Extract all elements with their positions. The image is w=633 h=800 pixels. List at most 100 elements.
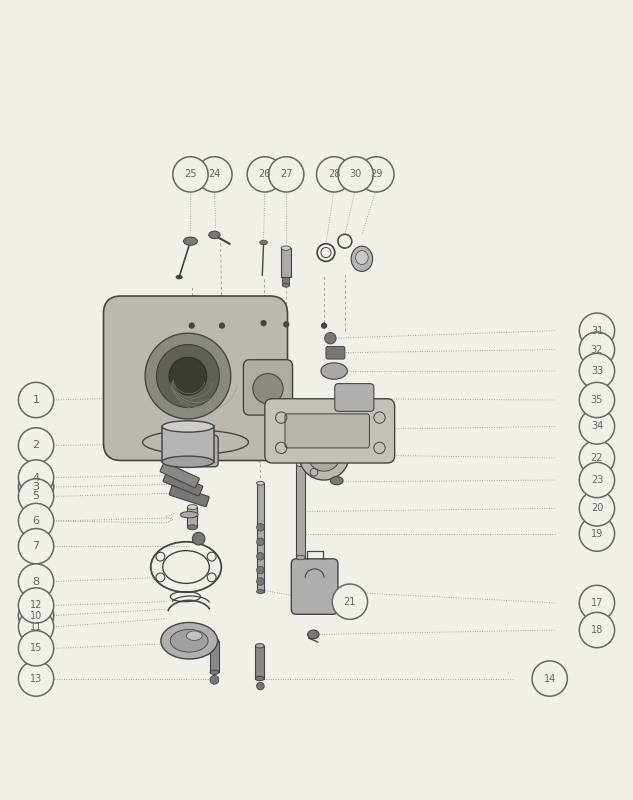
FancyBboxPatch shape [291, 559, 338, 614]
Circle shape [219, 322, 225, 329]
Bar [281, 248, 291, 277]
Ellipse shape [209, 231, 220, 238]
Circle shape [579, 516, 615, 551]
Circle shape [308, 438, 341, 471]
Text: 18: 18 [591, 625, 603, 635]
Text: 12: 12 [30, 601, 42, 610]
Circle shape [579, 313, 615, 348]
Text: 19: 19 [591, 529, 603, 538]
Ellipse shape [176, 275, 182, 279]
Ellipse shape [187, 505, 197, 510]
Circle shape [173, 157, 208, 192]
Circle shape [579, 612, 615, 648]
Circle shape [579, 440, 615, 476]
Circle shape [325, 333, 336, 344]
Circle shape [256, 578, 264, 586]
Text: 32: 32 [591, 345, 603, 354]
FancyBboxPatch shape [163, 472, 203, 496]
Ellipse shape [281, 246, 291, 250]
Circle shape [18, 470, 54, 505]
Ellipse shape [210, 638, 219, 643]
Circle shape [579, 586, 615, 621]
Ellipse shape [296, 555, 305, 560]
Text: 23: 23 [591, 475, 603, 485]
Circle shape [18, 564, 54, 599]
Circle shape [210, 675, 219, 684]
Circle shape [256, 566, 264, 574]
Text: 5: 5 [32, 491, 39, 502]
Ellipse shape [210, 670, 219, 674]
Circle shape [299, 430, 349, 480]
Circle shape [579, 332, 615, 367]
Bar [210, 641, 219, 672]
Text: 26: 26 [259, 170, 271, 179]
Text: 34: 34 [591, 422, 603, 431]
Ellipse shape [321, 363, 348, 379]
Ellipse shape [296, 462, 305, 466]
Text: 35: 35 [591, 395, 603, 405]
Circle shape [332, 584, 368, 619]
Text: 28: 28 [328, 170, 341, 179]
Circle shape [579, 354, 615, 389]
Text: 33: 33 [591, 366, 603, 376]
FancyBboxPatch shape [165, 435, 218, 467]
Circle shape [268, 157, 304, 192]
Circle shape [18, 460, 54, 495]
Circle shape [18, 428, 54, 463]
Circle shape [18, 529, 54, 564]
Circle shape [18, 598, 54, 633]
Ellipse shape [184, 237, 197, 246]
Text: 21: 21 [344, 597, 356, 606]
Ellipse shape [330, 477, 343, 485]
Ellipse shape [161, 622, 218, 659]
Circle shape [18, 478, 54, 514]
Ellipse shape [356, 250, 368, 265]
Circle shape [18, 588, 54, 623]
Text: 10: 10 [30, 610, 42, 621]
Circle shape [316, 157, 352, 192]
Circle shape [18, 610, 54, 645]
Text: 7: 7 [32, 542, 40, 551]
Ellipse shape [255, 643, 264, 648]
Ellipse shape [256, 482, 264, 485]
Text: 2: 2 [32, 440, 40, 450]
Text: 17: 17 [591, 598, 603, 608]
Bar [256, 483, 264, 591]
Circle shape [169, 357, 207, 395]
Circle shape [253, 374, 283, 404]
Circle shape [579, 490, 615, 526]
Text: 30: 30 [349, 170, 361, 179]
Text: 1: 1 [32, 395, 39, 405]
Circle shape [256, 682, 264, 690]
Circle shape [256, 553, 264, 560]
Text: 8: 8 [32, 577, 40, 586]
Circle shape [145, 333, 231, 419]
FancyBboxPatch shape [160, 462, 199, 488]
Circle shape [338, 157, 373, 192]
Circle shape [359, 157, 394, 192]
Circle shape [197, 157, 232, 192]
Ellipse shape [308, 630, 319, 639]
Bar [255, 646, 264, 678]
Text: 31: 31 [591, 326, 603, 336]
FancyBboxPatch shape [244, 360, 292, 415]
Text: 27: 27 [280, 170, 292, 179]
FancyBboxPatch shape [285, 414, 370, 448]
Bar [296, 464, 305, 558]
Circle shape [192, 532, 205, 545]
Ellipse shape [162, 456, 214, 467]
Circle shape [283, 322, 289, 327]
Ellipse shape [186, 631, 202, 641]
Ellipse shape [187, 525, 197, 530]
Ellipse shape [256, 590, 264, 594]
Circle shape [18, 503, 54, 538]
Text: 4: 4 [32, 473, 40, 482]
Circle shape [579, 409, 615, 444]
Text: 15: 15 [30, 643, 42, 654]
Circle shape [256, 523, 264, 531]
Text: 22: 22 [591, 453, 603, 463]
Text: 11: 11 [30, 622, 42, 632]
Text: 20: 20 [591, 503, 603, 514]
Text: 3: 3 [32, 482, 39, 492]
Ellipse shape [282, 283, 289, 287]
